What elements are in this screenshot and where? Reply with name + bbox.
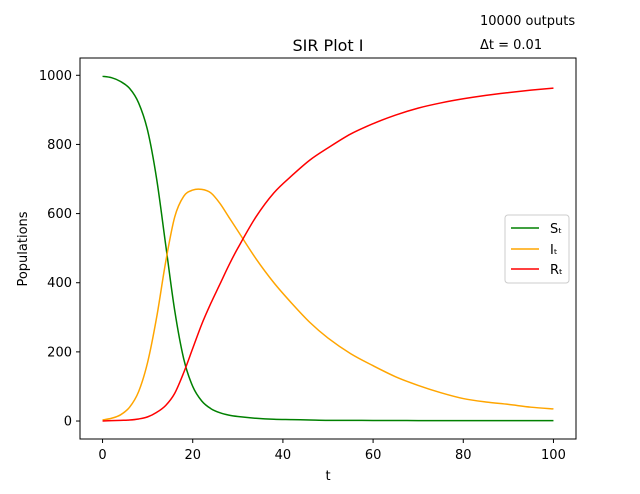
legend: Sₜ Iₜ Rₜ xyxy=(504,214,570,284)
series-line-2 xyxy=(102,87,554,422)
legend-label-s: Sₜ xyxy=(550,222,562,237)
y-tick-label: 600 xyxy=(47,207,72,222)
y-tick-label: 1000 xyxy=(39,69,72,84)
plot-frame xyxy=(79,57,577,440)
x-tick-label: 40 xyxy=(275,448,292,463)
x-tick-label: 80 xyxy=(455,448,472,463)
series-layer xyxy=(102,75,554,422)
x-tick-label: 60 xyxy=(365,448,382,463)
x-tick-label: 0 xyxy=(98,448,106,463)
chart-title: SIR Plot I xyxy=(292,36,363,55)
outputs-annotation: 10000 outputs xyxy=(480,14,575,29)
plot-area xyxy=(80,58,576,439)
series-line-0 xyxy=(102,75,554,422)
y-axis-label: Populations xyxy=(16,211,31,286)
y-tick-label: 200 xyxy=(47,345,72,360)
dt-annotation: Δt = 0.01 xyxy=(480,38,542,53)
legend-label-i: Iₜ xyxy=(550,243,558,258)
legend-label-r: Rₜ xyxy=(550,263,563,278)
y-tick-label: 0 xyxy=(64,415,72,430)
x-axis-label: t xyxy=(325,469,330,484)
x-tick-label: 20 xyxy=(184,448,201,463)
y-tick-label: 800 xyxy=(47,138,72,153)
y-tick-label: 400 xyxy=(47,276,72,291)
x-tick-label: 100 xyxy=(541,448,566,463)
series-line-1 xyxy=(102,188,554,421)
